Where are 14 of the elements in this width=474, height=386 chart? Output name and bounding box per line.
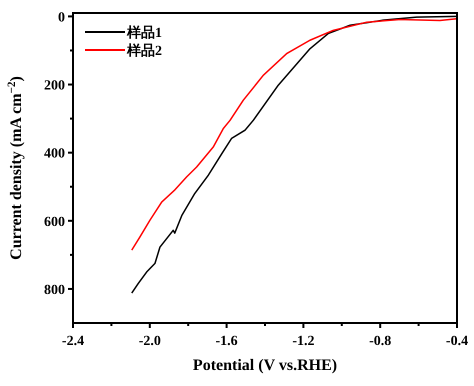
y-tick-label: 400 xyxy=(44,146,65,162)
x-tick-label: -1.2 xyxy=(292,334,314,349)
x-tick-label: -1.6 xyxy=(216,334,238,349)
x-tick-label: -2.0 xyxy=(138,334,161,349)
legend-label: 样品2 xyxy=(126,43,162,59)
x-tick-label: -0.4 xyxy=(446,334,468,349)
x-tick-label: -2.4 xyxy=(62,334,84,349)
y-tick-label: 800 xyxy=(44,282,65,298)
x-axis-title: Potential (V vs.RHE) xyxy=(192,357,338,374)
y-tick-label: 600 xyxy=(44,214,65,230)
x-tick-label: -0.8 xyxy=(369,334,392,349)
y-tick-label: 200 xyxy=(44,78,65,94)
y-tick-label: 0 xyxy=(58,10,65,26)
legend-label: 样品1 xyxy=(126,25,162,41)
